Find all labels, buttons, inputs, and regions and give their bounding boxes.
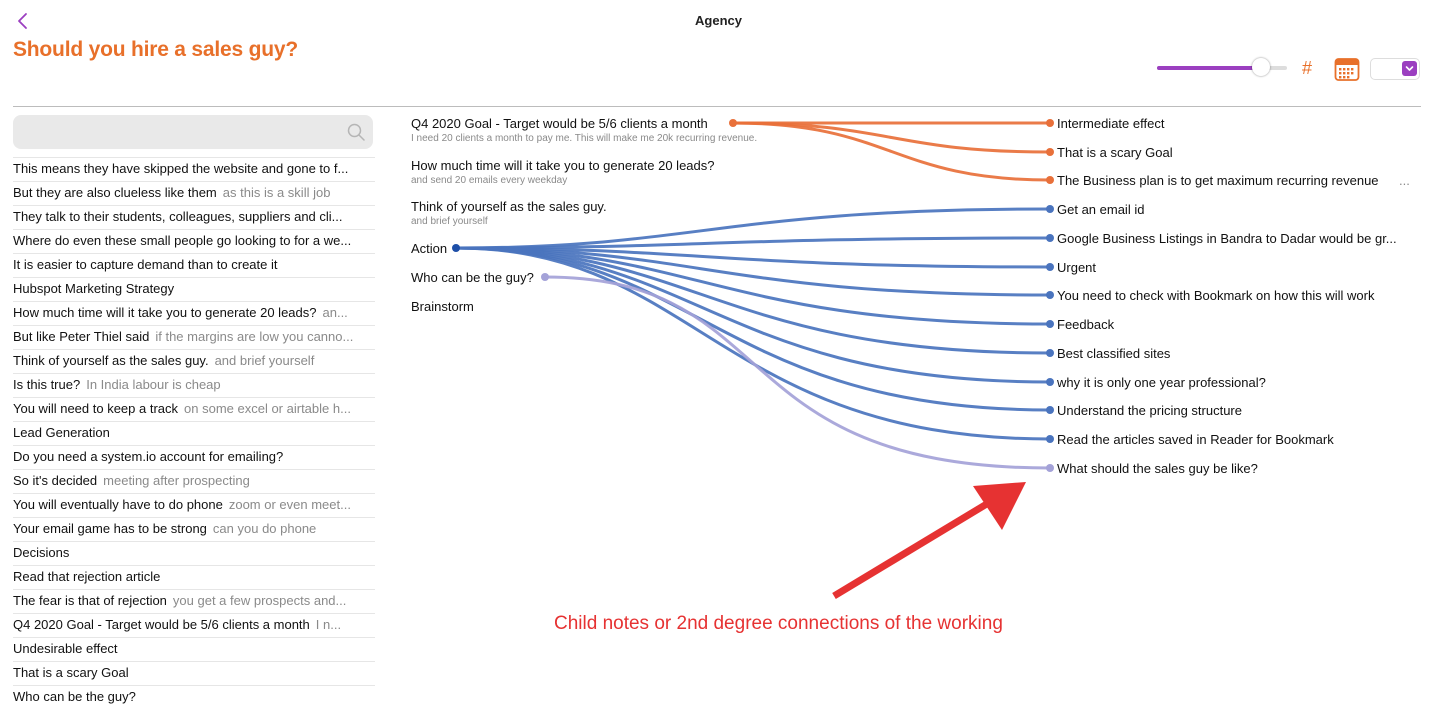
annotation-arrow-head-icon bbox=[973, 482, 1026, 530]
target-node-dot[interactable] bbox=[1046, 234, 1054, 242]
list-item[interactable]: This means they have skipped the website… bbox=[13, 157, 375, 181]
list-item[interactable]: They talk to their students, colleagues,… bbox=[13, 205, 375, 229]
list-item[interactable]: Is this true? In India labour is cheap bbox=[13, 373, 375, 397]
list-item[interactable]: Where do even these small people go look… bbox=[13, 229, 375, 253]
source-note-subtitle: and send 20 emails every weekday bbox=[411, 175, 567, 186]
target-note-title[interactable]: Urgent bbox=[1057, 260, 1096, 275]
target-note-title[interactable]: Best classified sites bbox=[1057, 346, 1171, 361]
list-item[interactable]: Do you need a system.io account for emai… bbox=[13, 445, 375, 469]
source-note-title[interactable]: Who can be the guy? bbox=[411, 270, 534, 285]
list-item[interactable]: But like Peter Thiel said if the margins … bbox=[13, 325, 375, 349]
target-note-title[interactable]: What should the sales guy be like? bbox=[1057, 461, 1258, 476]
hashtag-button[interactable]: # bbox=[1302, 58, 1313, 78]
target-node-dot[interactable] bbox=[1046, 464, 1054, 472]
connection-link bbox=[455, 246, 1051, 384]
slider-fill bbox=[1157, 66, 1261, 70]
connection-link bbox=[455, 246, 1051, 355]
list-item[interactable]: The fear is that of rejection you get a f… bbox=[13, 589, 375, 613]
source-note-title[interactable]: Brainstorm bbox=[411, 299, 474, 314]
target-node-dot[interactable] bbox=[1046, 176, 1054, 184]
list-item[interactable]: Hubspot Marketing Strategy bbox=[13, 277, 375, 301]
list-item[interactable]: Think of yourself as the sales guy. and b… bbox=[13, 349, 375, 373]
toolbar: # bbox=[1150, 56, 1425, 82]
calendar-icon[interactable] bbox=[1334, 56, 1360, 82]
target-note-title[interactable]: Get an email id bbox=[1057, 202, 1144, 217]
source-note-title[interactable]: Q4 2020 Goal - Target would be 5/6 clien… bbox=[411, 116, 708, 131]
list-item[interactable]: You will need to keep a track on some exc… bbox=[13, 397, 375, 421]
target-note-title[interactable]: Intermediate effect bbox=[1057, 116, 1165, 131]
chevron-down-icon bbox=[1402, 61, 1417, 76]
target-note-title[interactable]: Read the articles saved in Reader for Bo… bbox=[1057, 432, 1334, 447]
list-item[interactable]: Decisions bbox=[13, 541, 375, 565]
target-node-dot[interactable] bbox=[1046, 349, 1054, 357]
connection-link bbox=[732, 121, 1051, 182]
list-item[interactable]: So it's decided meeting after prospecting bbox=[13, 469, 375, 493]
list-item[interactable]: Your email game has to be strong can you … bbox=[13, 517, 375, 541]
target-note-title[interactable]: Google Business Listings in Bandra to Da… bbox=[1057, 231, 1397, 246]
page-title: Should you hire a sales guy? bbox=[13, 38, 298, 61]
target-node-dot[interactable] bbox=[1046, 406, 1054, 414]
connection-link bbox=[455, 236, 1051, 250]
target-note-title[interactable]: Feedback bbox=[1057, 317, 1115, 332]
connection-link bbox=[732, 121, 1051, 154]
view-dropdown[interactable] bbox=[1370, 58, 1420, 80]
target-node-dot[interactable] bbox=[1046, 291, 1054, 299]
target-note-title[interactable]: Understand the pricing structure bbox=[1057, 403, 1242, 418]
target-node-dot[interactable] bbox=[1046, 205, 1054, 213]
header-divider bbox=[13, 106, 1421, 107]
target-node-dot[interactable] bbox=[1046, 119, 1054, 127]
target-note-subtitle: ... bbox=[1399, 173, 1410, 188]
connection-link bbox=[455, 246, 1051, 441]
list-item[interactable]: Q4 2020 Goal - Target would be 5/6 clien… bbox=[13, 613, 375, 637]
search-bar bbox=[13, 115, 373, 149]
connection-link bbox=[455, 246, 1051, 297]
source-node-dot[interactable] bbox=[729, 119, 737, 127]
depth-slider[interactable] bbox=[1157, 58, 1287, 76]
connection-link bbox=[544, 275, 1051, 470]
annotation-text: Child notes or 2nd degree connections of… bbox=[554, 613, 1003, 634]
target-note-title[interactable]: The Business plan is to get maximum recu… bbox=[1057, 173, 1379, 188]
target-node-dot[interactable] bbox=[1046, 378, 1054, 386]
list-item[interactable]: Read that rejection article bbox=[13, 565, 375, 589]
target-node-dot[interactable] bbox=[1046, 320, 1054, 328]
annotation-arrow-shaft bbox=[832, 499, 992, 599]
target-note-title[interactable]: That is a scary Goal bbox=[1057, 145, 1173, 160]
target-node-dot[interactable] bbox=[1046, 263, 1054, 271]
list-item[interactable]: Lead Generation bbox=[13, 421, 375, 445]
target-note-title[interactable]: You need to check with Bookmark on how t… bbox=[1057, 288, 1375, 303]
source-note-title[interactable]: Think of yourself as the sales guy. bbox=[411, 199, 607, 214]
source-note-title[interactable]: How much time will it take you to genera… bbox=[411, 158, 715, 173]
source-note-subtitle: I need 20 clients a month to pay me. Thi… bbox=[411, 133, 757, 144]
list-item[interactable]: Undesirable effect bbox=[13, 637, 375, 661]
connection-link bbox=[455, 246, 1051, 326]
slider-knob[interactable] bbox=[1252, 58, 1270, 76]
list-item[interactable]: That is a scary Goal bbox=[13, 661, 375, 685]
target-note-title[interactable]: why it is only one year professional? bbox=[1056, 375, 1266, 390]
list-item[interactable]: You will eventually have to do phone zoom… bbox=[13, 493, 375, 517]
source-node-dot[interactable] bbox=[541, 273, 549, 281]
connection-link bbox=[455, 246, 1051, 412]
target-node-dot[interactable] bbox=[1046, 148, 1054, 156]
list-item[interactable]: It is easier to capture demand than to c… bbox=[13, 253, 375, 277]
source-note-title[interactable]: Action bbox=[411, 241, 447, 256]
window-title: Agency bbox=[695, 13, 742, 28]
list-item[interactable]: How much time will it take you to genera… bbox=[13, 301, 375, 325]
search-icon[interactable] bbox=[347, 123, 365, 141]
list-item[interactable]: Who can be the guy? bbox=[13, 685, 375, 709]
target-node-dot[interactable] bbox=[1046, 435, 1054, 443]
back-chevron-icon[interactable] bbox=[14, 10, 34, 32]
source-node-dot[interactable] bbox=[452, 244, 460, 252]
search-input[interactable] bbox=[23, 121, 347, 145]
source-note-subtitle: and brief yourself bbox=[411, 216, 488, 227]
notes-list: This means they have skipped the website… bbox=[13, 157, 375, 709]
list-item[interactable]: But they are also clueless like them as t… bbox=[13, 181, 375, 205]
